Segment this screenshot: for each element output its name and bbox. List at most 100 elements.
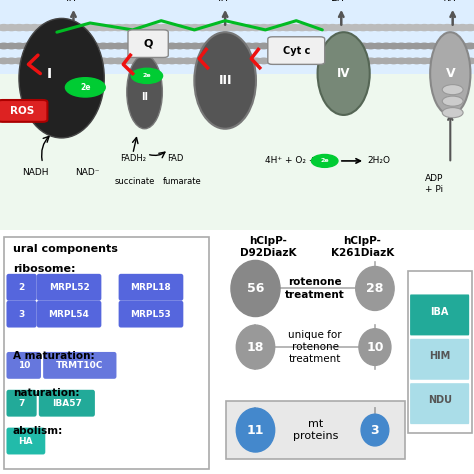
Circle shape: [159, 43, 170, 49]
FancyBboxPatch shape: [7, 352, 41, 379]
Circle shape: [433, 25, 446, 31]
Text: 2e: 2e: [80, 83, 91, 92]
Circle shape: [189, 58, 201, 64]
Text: IBA: IBA: [430, 307, 449, 317]
Ellipse shape: [194, 32, 256, 129]
Circle shape: [228, 58, 239, 64]
Circle shape: [387, 25, 400, 31]
Circle shape: [342, 43, 354, 49]
Circle shape: [388, 58, 400, 64]
Circle shape: [143, 25, 155, 31]
Circle shape: [334, 25, 346, 31]
Circle shape: [350, 58, 361, 64]
Circle shape: [173, 25, 186, 31]
Circle shape: [90, 58, 101, 64]
Text: 10: 10: [18, 361, 30, 370]
Circle shape: [243, 43, 254, 49]
Circle shape: [342, 25, 354, 31]
Circle shape: [205, 58, 216, 64]
Circle shape: [120, 58, 132, 64]
Circle shape: [36, 58, 48, 64]
Circle shape: [250, 25, 263, 31]
Circle shape: [112, 25, 125, 31]
Circle shape: [250, 43, 262, 49]
Circle shape: [151, 58, 163, 64]
Text: hClpP-
K261DiazK: hClpP- K261DiazK: [330, 236, 394, 258]
Circle shape: [465, 43, 474, 49]
Text: V: V: [446, 67, 455, 80]
Circle shape: [235, 25, 247, 31]
Circle shape: [227, 25, 239, 31]
Circle shape: [373, 43, 384, 49]
FancyBboxPatch shape: [128, 30, 168, 57]
Circle shape: [403, 58, 415, 64]
Circle shape: [265, 25, 278, 31]
FancyBboxPatch shape: [118, 301, 183, 328]
Circle shape: [250, 58, 262, 64]
Circle shape: [434, 58, 445, 64]
Circle shape: [151, 43, 163, 49]
Text: 3: 3: [18, 310, 25, 319]
FancyBboxPatch shape: [43, 352, 117, 379]
Circle shape: [273, 58, 285, 64]
Circle shape: [82, 58, 93, 64]
Circle shape: [44, 25, 56, 31]
Circle shape: [289, 58, 300, 64]
Circle shape: [181, 25, 193, 31]
Text: 56: 56: [247, 282, 264, 295]
Circle shape: [120, 25, 132, 31]
Circle shape: [174, 43, 185, 49]
Circle shape: [51, 25, 64, 31]
Circle shape: [303, 25, 316, 31]
Circle shape: [296, 58, 308, 64]
Circle shape: [396, 58, 407, 64]
Circle shape: [82, 43, 93, 49]
Circle shape: [442, 58, 453, 64]
Circle shape: [220, 58, 231, 64]
Circle shape: [6, 43, 17, 49]
Circle shape: [212, 43, 224, 49]
Circle shape: [136, 58, 147, 64]
Circle shape: [296, 43, 308, 49]
Circle shape: [304, 43, 315, 49]
Text: ROS: ROS: [10, 106, 35, 116]
Circle shape: [128, 43, 139, 49]
Circle shape: [105, 25, 117, 31]
Circle shape: [281, 25, 293, 31]
Circle shape: [319, 58, 330, 64]
Circle shape: [304, 58, 315, 64]
Circle shape: [21, 43, 32, 49]
Circle shape: [349, 25, 362, 31]
Circle shape: [65, 78, 105, 97]
Circle shape: [44, 43, 55, 49]
Text: 7: 7: [18, 399, 25, 408]
Circle shape: [197, 43, 208, 49]
Circle shape: [189, 43, 201, 49]
FancyBboxPatch shape: [118, 274, 183, 301]
Text: 4H⁺: 4H⁺: [64, 0, 83, 3]
Circle shape: [74, 58, 86, 64]
Circle shape: [52, 43, 63, 49]
Circle shape: [342, 58, 354, 64]
Circle shape: [236, 408, 274, 452]
Circle shape: [105, 58, 117, 64]
Circle shape: [442, 108, 463, 118]
Text: 2: 2: [18, 283, 25, 292]
Circle shape: [381, 43, 392, 49]
Circle shape: [442, 96, 463, 106]
Circle shape: [0, 43, 9, 49]
Text: fumarate: fumarate: [163, 177, 202, 186]
Circle shape: [426, 25, 438, 31]
Circle shape: [6, 58, 17, 64]
FancyBboxPatch shape: [39, 390, 95, 417]
Circle shape: [219, 25, 232, 31]
Text: ADP
+ Pi: ADP + Pi: [425, 174, 443, 193]
Circle shape: [113, 58, 124, 64]
Circle shape: [128, 58, 139, 64]
Circle shape: [166, 25, 178, 31]
Circle shape: [365, 43, 376, 49]
Circle shape: [419, 43, 430, 49]
Circle shape: [357, 25, 369, 31]
Circle shape: [67, 43, 78, 49]
Ellipse shape: [19, 18, 104, 138]
